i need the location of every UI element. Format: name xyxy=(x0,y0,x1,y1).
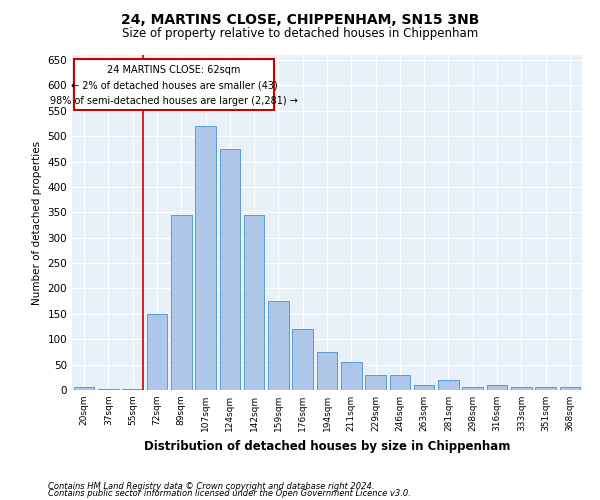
Bar xyxy=(365,375,386,390)
Bar xyxy=(220,149,240,390)
Bar xyxy=(438,380,459,390)
Y-axis label: Number of detached properties: Number of detached properties xyxy=(32,140,42,304)
Bar xyxy=(195,126,216,390)
Text: ← 2% of detached houses are smaller (43): ← 2% of detached houses are smaller (43) xyxy=(71,80,277,90)
Text: Size of property relative to detached houses in Chippenham: Size of property relative to detached ho… xyxy=(122,28,478,40)
Text: 24, MARTINS CLOSE, CHIPPENHAM, SN15 3NB: 24, MARTINS CLOSE, CHIPPENHAM, SN15 3NB xyxy=(121,12,479,26)
Bar xyxy=(560,388,580,390)
Bar xyxy=(74,59,274,110)
Bar xyxy=(341,362,362,390)
Bar xyxy=(511,388,532,390)
Bar xyxy=(414,385,434,390)
Bar xyxy=(98,389,119,390)
Bar xyxy=(292,329,313,390)
Bar xyxy=(317,352,337,390)
Bar xyxy=(535,388,556,390)
Text: Contains HM Land Registry data © Crown copyright and database right 2024.: Contains HM Land Registry data © Crown c… xyxy=(48,482,374,491)
Bar xyxy=(389,375,410,390)
Bar xyxy=(74,388,94,390)
Text: 98% of semi-detached houses are larger (2,281) →: 98% of semi-detached houses are larger (… xyxy=(50,96,298,106)
Bar xyxy=(268,301,289,390)
X-axis label: Distribution of detached houses by size in Chippenham: Distribution of detached houses by size … xyxy=(144,440,510,452)
Text: 24 MARTINS CLOSE: 62sqm: 24 MARTINS CLOSE: 62sqm xyxy=(107,65,241,75)
Bar xyxy=(171,215,191,390)
Text: Contains public sector information licensed under the Open Government Licence v3: Contains public sector information licen… xyxy=(48,489,411,498)
Bar xyxy=(244,215,265,390)
Bar xyxy=(146,314,167,390)
Bar xyxy=(487,385,508,390)
Bar xyxy=(463,388,483,390)
Bar xyxy=(122,389,143,390)
